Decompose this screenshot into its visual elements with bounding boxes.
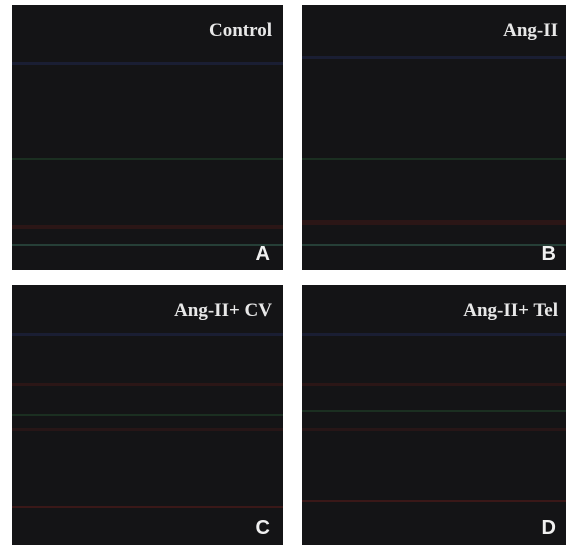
panel-letter: A — [256, 243, 270, 265]
panel-title: Ang-II+ CV — [174, 300, 272, 321]
panel: Control A — [12, 5, 283, 270]
artifact — [12, 244, 283, 246]
artifact — [12, 506, 283, 508]
figure: Control A Ang-II B Ang-II+ CV C Ang-II+ … — [0, 0, 573, 549]
artifact — [12, 383, 283, 386]
panel-title: Ang-II+ Tel — [463, 300, 558, 321]
artifact — [12, 333, 283, 336]
artifact — [12, 62, 283, 65]
panel: Ang-II+ CV C — [12, 285, 283, 545]
panel: Ang-II B — [302, 5, 566, 270]
artifact — [302, 333, 566, 336]
panel-title: Ang-II — [503, 20, 558, 41]
artifact — [302, 428, 566, 431]
micrograph — [12, 5, 283, 270]
artifact — [12, 428, 283, 431]
artifact — [302, 410, 566, 412]
artifact — [302, 158, 566, 160]
artifact — [302, 244, 566, 246]
artifact — [12, 225, 283, 229]
artifact — [12, 414, 283, 416]
artifact — [302, 220, 566, 225]
micrograph — [302, 285, 566, 545]
panel-letter: C — [256, 517, 270, 539]
micrograph — [302, 5, 566, 270]
panel-letter: D — [542, 517, 556, 539]
artifact — [302, 56, 566, 59]
artifact — [302, 500, 566, 502]
panel-letter: B — [542, 243, 556, 265]
panel: Ang-II+ Tel D — [302, 285, 566, 545]
panel-title: Control — [209, 20, 272, 41]
artifact — [12, 158, 283, 160]
artifact — [302, 383, 566, 386]
